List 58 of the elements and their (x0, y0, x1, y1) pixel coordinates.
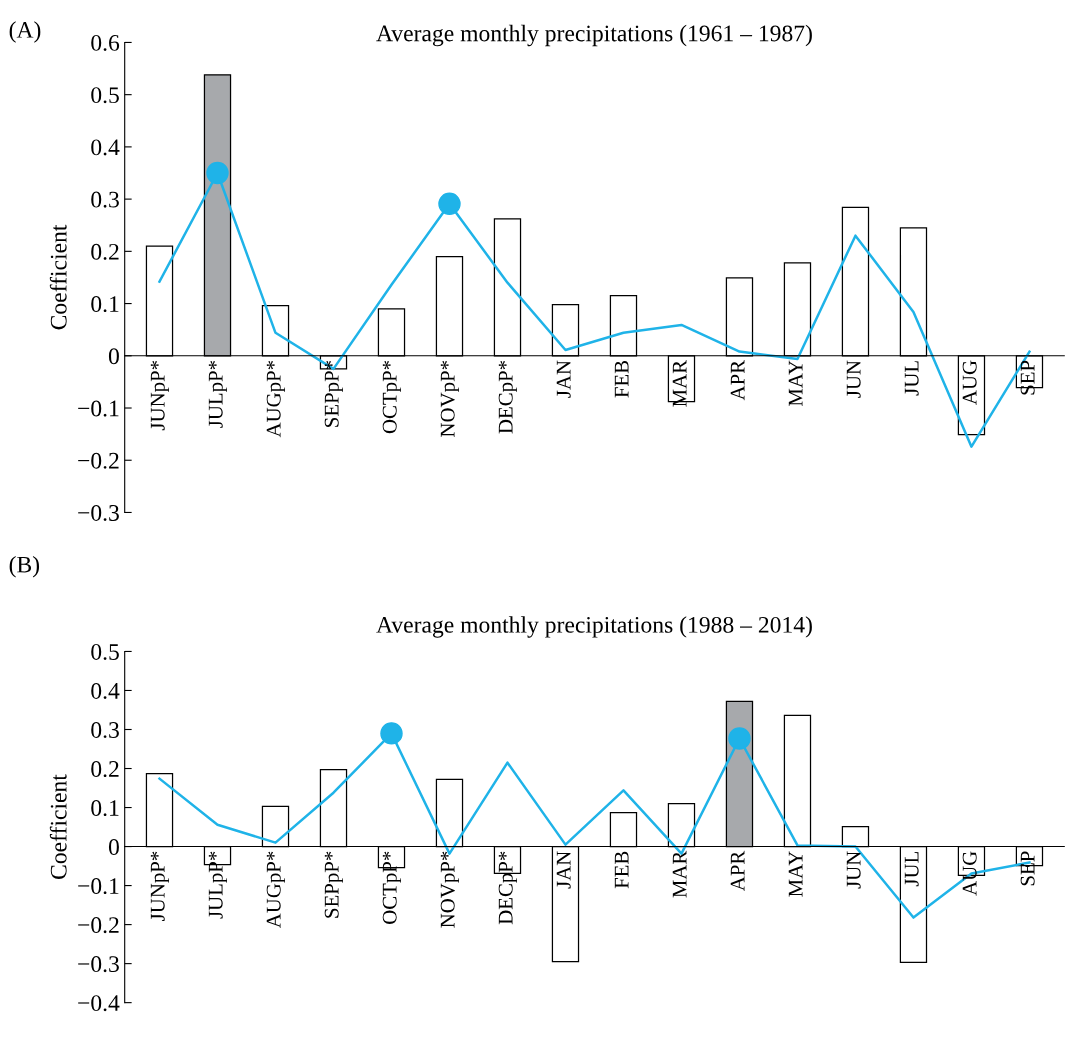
x-tick-label: JUL (904, 361, 919, 396)
x-tick-label: JAN (556, 360, 571, 398)
y-tick-label: 0.2 (91, 243, 119, 260)
x-tick-label: JULpP* (208, 360, 227, 428)
x-tick-label: JAN (556, 851, 571, 889)
x-tick-label: NOVpP* (440, 360, 459, 437)
y-tick-label: −0.2 (78, 452, 119, 469)
x-tick-label: MAY (788, 360, 803, 407)
y-tick-label: 0.5 (91, 87, 119, 104)
y-tick-label: −0.1 (78, 400, 119, 417)
x-tick-label: AUGpP* (266, 360, 285, 438)
y-tick-label: −0.2 (78, 917, 119, 934)
x-tick-label: AUG (962, 851, 977, 896)
x-tick-label: SEP (1020, 360, 1035, 395)
y-tick-label: 0.1 (91, 296, 119, 313)
y-tick-label: 0 (108, 348, 119, 365)
x-tick-label: APR (730, 850, 745, 892)
y-tick-label: 0.4 (91, 139, 120, 156)
y-tick-label: 0.3 (91, 191, 119, 208)
x-tick-label: JULpP* (208, 851, 227, 919)
x-tick-label: JUN (846, 851, 861, 889)
y-tick-label: −0.3 (78, 956, 119, 973)
x-tick-label: AUGpP* (266, 851, 285, 929)
y-tick-label: −0.1 (78, 878, 119, 895)
x-tick-label: AUG (962, 360, 977, 405)
y-tick-label: −0.3 (78, 504, 119, 521)
chart-title: Average monthly precipitations (1961 – 1987) (376, 24, 812, 47)
text: (B) (9, 555, 40, 578)
y-tick-label: 0 (108, 839, 119, 855)
y-tick-label: −0.4 (78, 995, 120, 1012)
y-tick-label: 0.3 (91, 721, 119, 739)
x-tick-label: DECpP* (498, 851, 517, 925)
x-tick-label: MAR (672, 850, 687, 898)
y-axis-title: Coefficient (49, 224, 67, 330)
x-tick-label: DECpP* (498, 360, 517, 434)
y-tick-label: 0.6 (91, 34, 120, 51)
x-tick-label: FEB (614, 360, 629, 398)
x-tick-label: MAY (788, 851, 803, 897)
x-tick-label: OCTpP* (382, 851, 401, 924)
x-tick-label: SEP (1020, 851, 1035, 886)
x-tick-label: JUL (904, 851, 919, 887)
x-tick-label: JUN (846, 360, 861, 398)
x-tick-label: APR (730, 359, 745, 401)
x-tick-label: JUNpP* (150, 360, 169, 431)
x-tick-label: JUNpP* (150, 851, 169, 921)
chart-title: Average monthly precipitations (1988 – 2014) (376, 616, 812, 638)
y-axis-title: Coefficient (49, 774, 67, 879)
y-tick-label: 0.2 (91, 761, 119, 778)
x-tick-label: MAR (672, 359, 687, 407)
y-tick-label: 0.5 (91, 643, 119, 660)
x-tick-label: NOVpP* (440, 851, 459, 928)
text: (A) (9, 21, 41, 43)
x-tick-label: SEPpP* (324, 360, 343, 427)
x-tick-label: SEPpP* (324, 851, 343, 918)
x-tick-label: OCTpP* (382, 360, 401, 434)
x-tick-label: FEB (614, 851, 629, 889)
y-tick-label: 0.1 (91, 800, 119, 817)
y-tick-label: 0.4 (91, 682, 120, 699)
